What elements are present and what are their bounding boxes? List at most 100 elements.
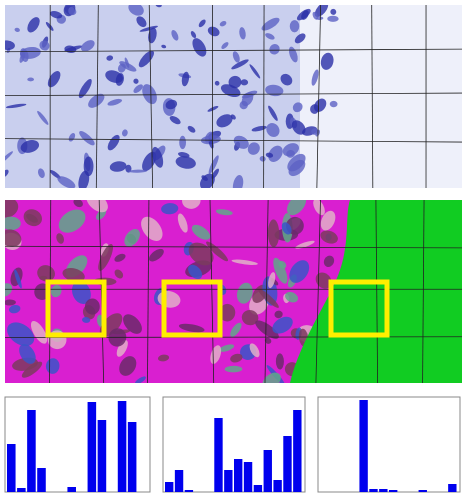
- segment-blob: [161, 203, 179, 215]
- cell-blob: [232, 51, 240, 63]
- bar: [283, 436, 292, 492]
- cell-blob: [37, 110, 49, 125]
- cell-blob: [190, 31, 197, 39]
- segment-blob: [8, 304, 21, 314]
- segment-blob: [315, 272, 332, 289]
- segment-blob: [21, 361, 43, 378]
- cell-blob: [280, 73, 293, 86]
- segment-blob: [241, 309, 259, 326]
- segment-blob: [281, 222, 292, 235]
- cell-blob: [78, 78, 92, 99]
- bar: [165, 482, 174, 492]
- segment-blob: [5, 229, 22, 247]
- segment-blob: [39, 275, 48, 281]
- segment-blob: [206, 241, 229, 262]
- segment-blob: [191, 224, 211, 240]
- segment-blob: [230, 353, 243, 363]
- cell-blob: [5, 169, 9, 178]
- cell-blob: [291, 120, 306, 135]
- cell-blob: [294, 33, 306, 44]
- segment-blob: [23, 209, 43, 227]
- boundary: [209, 200, 215, 383]
- cell-blob: [239, 27, 246, 40]
- boundary: [148, 5, 154, 188]
- segment-blob: [230, 322, 242, 337]
- cell-blob: [57, 176, 76, 188]
- cell-blob: [124, 57, 130, 68]
- segment-blob: [231, 259, 258, 265]
- segment-blob: [157, 354, 170, 362]
- segment-blob: [58, 209, 86, 233]
- segment-blob: [219, 344, 235, 352]
- bar: [389, 490, 398, 492]
- segment-blob: [249, 343, 260, 358]
- segment-blob: [116, 339, 128, 357]
- boundary: [422, 200, 425, 383]
- segment-blob: [258, 288, 279, 308]
- cell-blob: [329, 100, 338, 108]
- segment-blob: [119, 356, 137, 376]
- highlight-box: [45, 279, 107, 338]
- segment-blob: [177, 213, 188, 233]
- boundary: [375, 200, 379, 383]
- cell-blob: [128, 5, 144, 16]
- cell-blob: [292, 102, 303, 113]
- bar: [243, 462, 253, 492]
- cell-blob: [251, 125, 267, 132]
- bar: [214, 418, 223, 492]
- bar: [359, 400, 368, 492]
- cell-blob: [249, 64, 261, 79]
- cell-blob: [47, 71, 61, 88]
- segment-blob: [123, 314, 142, 334]
- cell-blob: [139, 25, 158, 32]
- cell-blob: [228, 75, 242, 89]
- cell-blob: [115, 73, 124, 86]
- boundary: [5, 138, 462, 143]
- segment-blob: [30, 320, 48, 344]
- boundary: [5, 245, 462, 249]
- segmentation-image: [5, 200, 462, 383]
- segment-blob: [267, 219, 280, 248]
- highlight-box: [161, 279, 223, 338]
- cell-blob: [216, 114, 233, 128]
- chart-frame: [317, 396, 461, 493]
- cell-blob: [171, 30, 179, 41]
- bar: [27, 410, 36, 492]
- cell-blob: [310, 104, 320, 114]
- cell-blob: [142, 84, 157, 105]
- segment-blob: [236, 282, 253, 304]
- cell-blob: [136, 16, 147, 28]
- cell-blob: [27, 17, 40, 33]
- boundary: [264, 200, 269, 383]
- bar: [263, 450, 272, 492]
- cell-blob: [117, 63, 126, 73]
- segment-blob: [7, 322, 35, 347]
- segment-blob: [188, 264, 203, 280]
- segment-blob: [219, 303, 236, 322]
- cell-blob: [5, 151, 13, 165]
- segment-blob: [19, 343, 36, 364]
- segment-blob: [5, 216, 21, 231]
- segment-blob: [124, 228, 140, 247]
- boundary: [95, 5, 99, 188]
- segment-blob: [289, 260, 310, 283]
- segment-blob: [278, 260, 287, 269]
- bar: [224, 470, 233, 492]
- boundary: [98, 200, 105, 383]
- cell-blob: [19, 46, 41, 59]
- boundary: [5, 92, 462, 96]
- segment-blob: [50, 284, 62, 298]
- cell-blob: [175, 156, 196, 169]
- cell-blob: [312, 11, 319, 20]
- segment-blob: [84, 298, 100, 315]
- highlight-box: [328, 279, 390, 338]
- cell-blob: [169, 115, 181, 125]
- segment-blob: [73, 200, 83, 208]
- segment-blob: [285, 291, 299, 303]
- cell-blob: [311, 128, 319, 135]
- cell-blob: [207, 105, 219, 112]
- cell-blob: [199, 173, 215, 188]
- cell-blob: [259, 155, 266, 162]
- segment-blob: [5, 283, 13, 297]
